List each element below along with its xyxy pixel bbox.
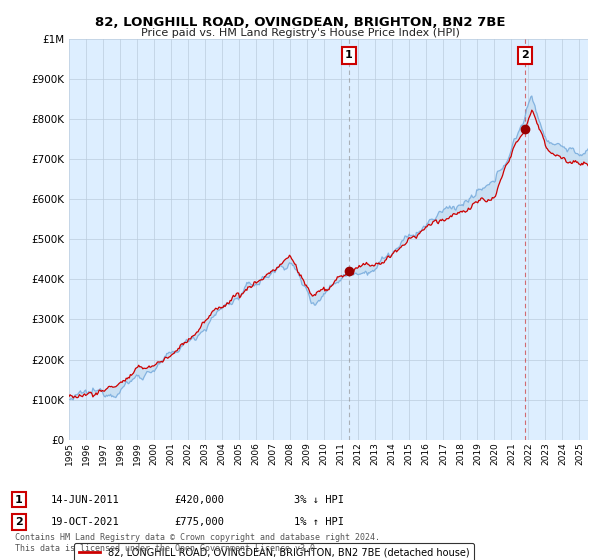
Text: 2: 2 [521, 50, 529, 60]
Legend: 82, LONGHILL ROAD, OVINGDEAN, BRIGHTON, BN2 7BE (detached house), HPI: Average p: 82, LONGHILL ROAD, OVINGDEAN, BRIGHTON, … [74, 543, 475, 560]
Text: £420,000: £420,000 [174, 494, 224, 505]
Text: 3% ↓ HPI: 3% ↓ HPI [294, 494, 344, 505]
Text: Price paid vs. HM Land Registry's House Price Index (HPI): Price paid vs. HM Land Registry's House … [140, 28, 460, 38]
Text: 19-OCT-2021: 19-OCT-2021 [51, 517, 120, 527]
Text: 2: 2 [15, 517, 23, 527]
Text: £775,000: £775,000 [174, 517, 224, 527]
Text: 82, LONGHILL ROAD, OVINGDEAN, BRIGHTON, BN2 7BE: 82, LONGHILL ROAD, OVINGDEAN, BRIGHTON, … [95, 16, 505, 29]
Text: 1: 1 [345, 50, 353, 60]
Text: 1% ↑ HPI: 1% ↑ HPI [294, 517, 344, 527]
Text: 1: 1 [15, 494, 23, 505]
Text: 14-JUN-2011: 14-JUN-2011 [51, 494, 120, 505]
Text: Contains HM Land Registry data © Crown copyright and database right 2024.
This d: Contains HM Land Registry data © Crown c… [15, 533, 380, 553]
